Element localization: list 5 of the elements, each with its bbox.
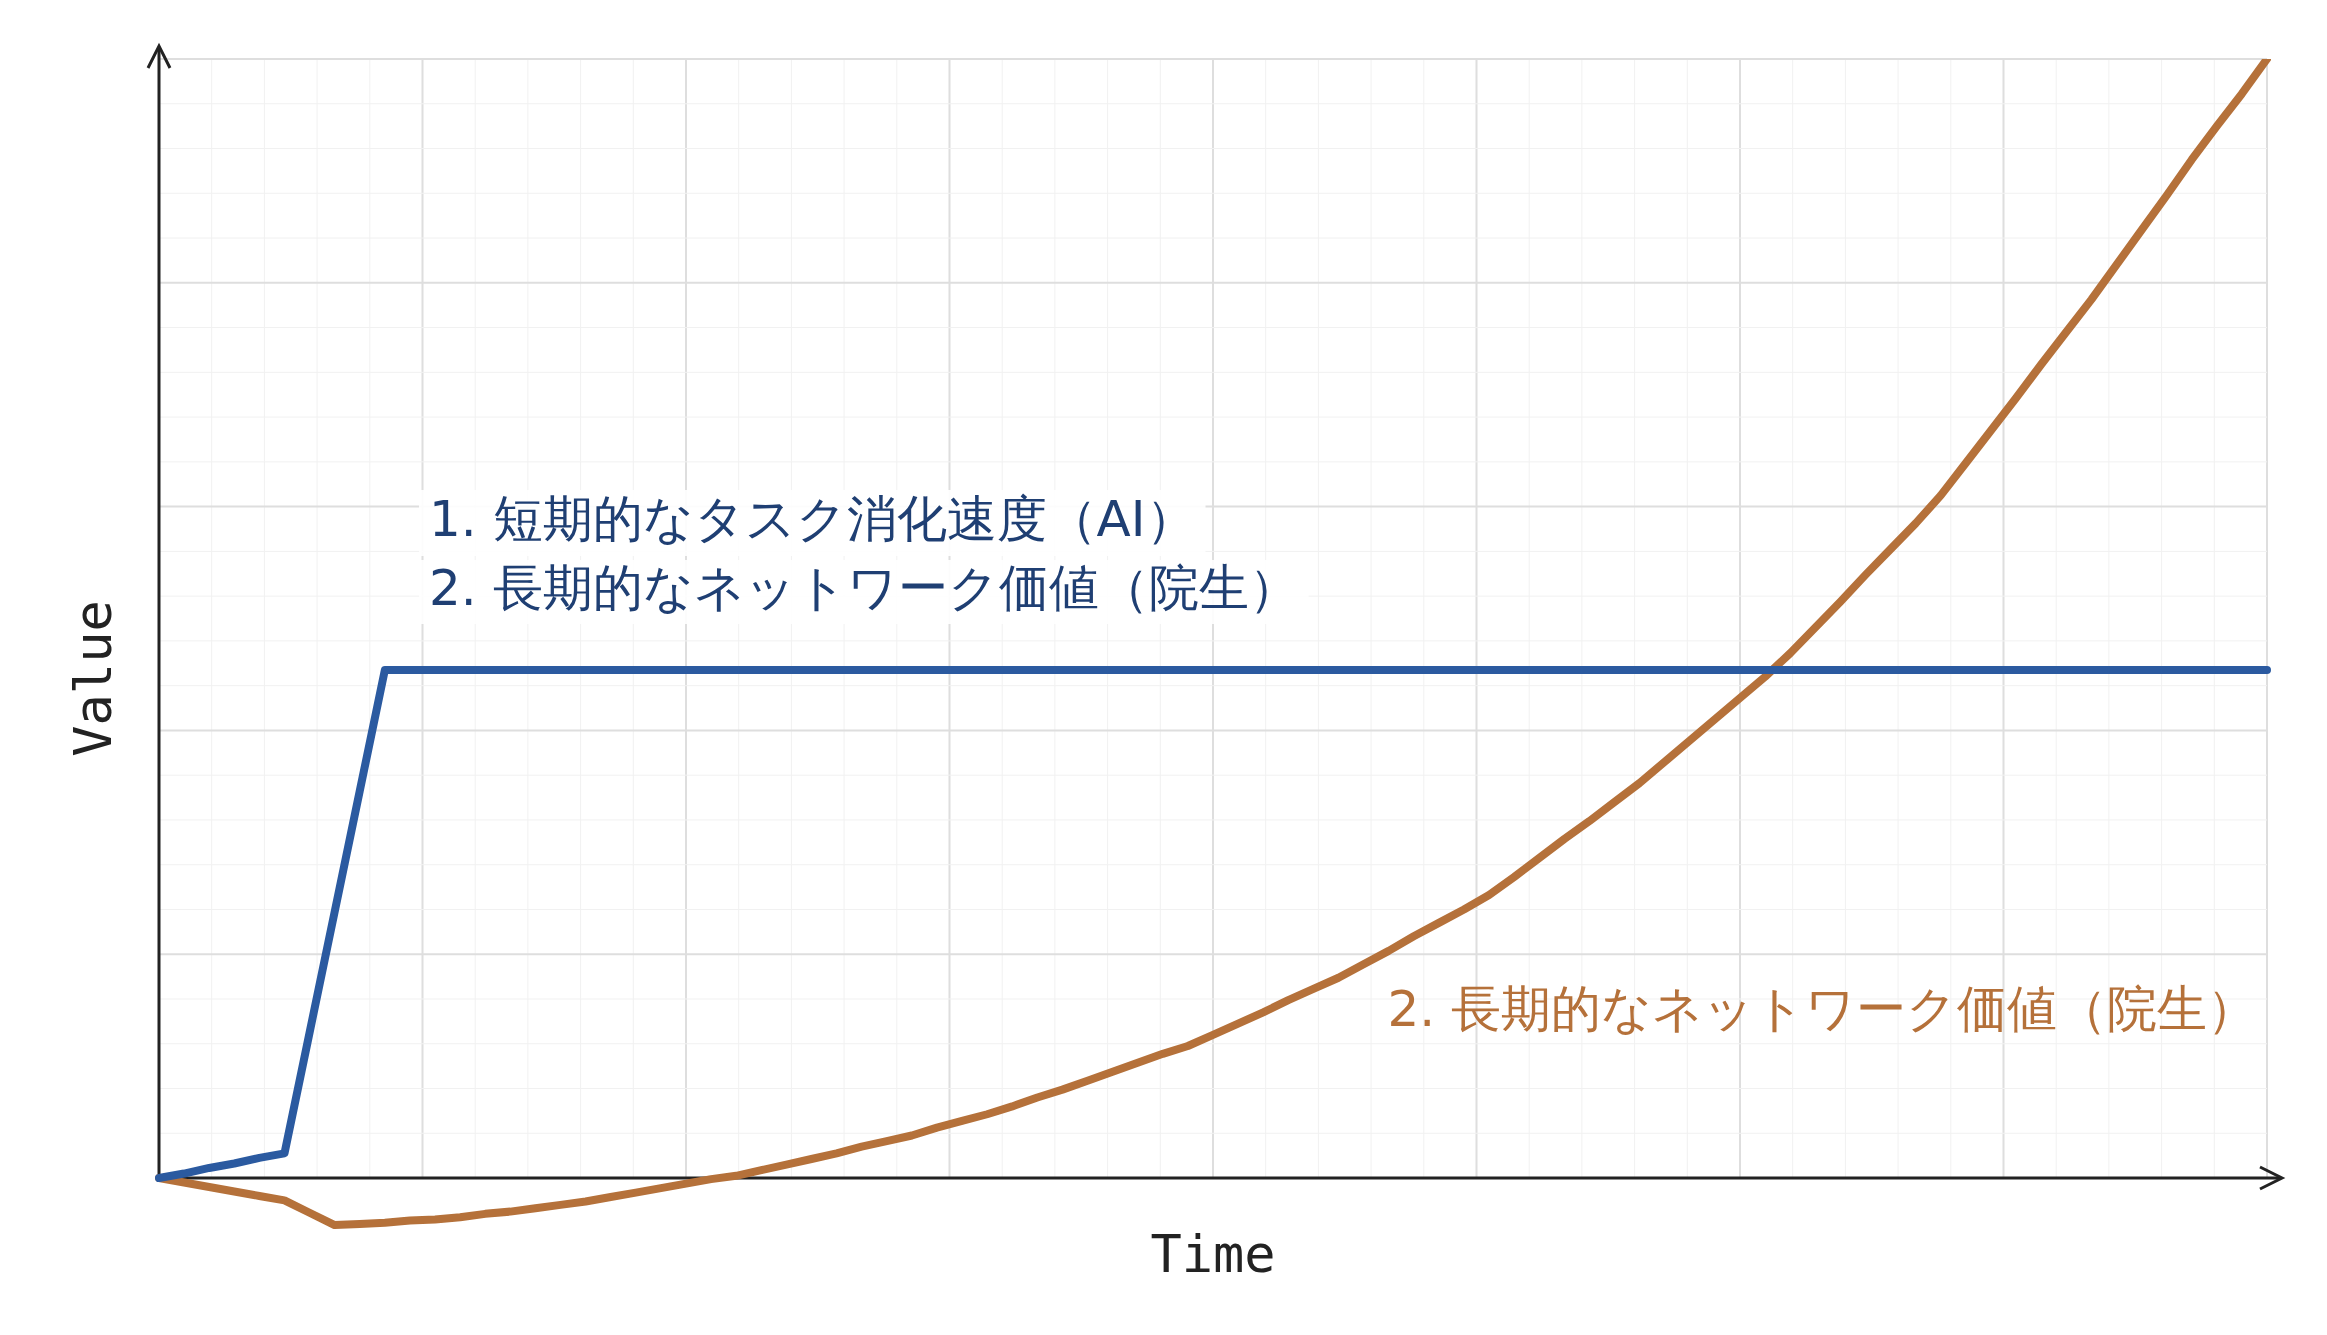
text: 1. 短期的なタスク消化速度（AI） (429, 489, 1196, 548)
series-label: 2. 長期的なネットワーク価値（院生） (1387, 980, 2257, 1039)
annotation: 2. 長期的なネットワーク価値（院生） (429, 558, 1299, 617)
x-axis-title: Time (1150, 1223, 1276, 1284)
y-axis-title: Value (62, 600, 123, 757)
